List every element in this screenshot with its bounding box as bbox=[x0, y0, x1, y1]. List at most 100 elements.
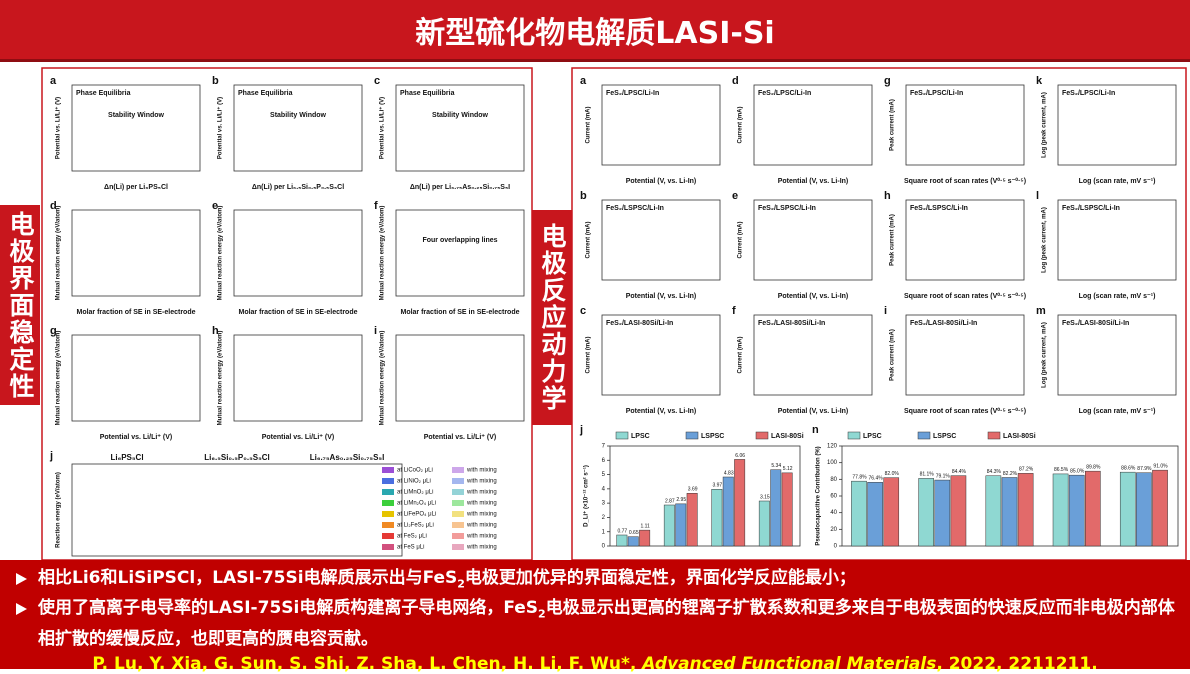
data-label: 84.3% bbox=[987, 469, 1002, 475]
panel-title: FeS₂/LSPSC/Li-In bbox=[910, 205, 968, 212]
data-label: 81.1% bbox=[920, 472, 935, 478]
data-label: 89.8% bbox=[1086, 464, 1101, 470]
bullet: 相比Li6和LiSiPSCl，LASI-75Si电解质展示出与FeS2电极更加优… bbox=[12, 566, 1178, 596]
panel-note: Stability Window bbox=[270, 112, 326, 119]
y-tick-label: 5 bbox=[602, 472, 606, 478]
legend-label: with mixing bbox=[466, 534, 497, 540]
panel-letter: b bbox=[212, 75, 219, 87]
text: 电极更加优异的界面稳定性，界面化学反应能最小； bbox=[464, 568, 856, 588]
y-axis-label: Mutual reaction energy (eV/atom) bbox=[56, 206, 62, 301]
data-label: 0.65 bbox=[629, 530, 639, 536]
bar bbox=[675, 503, 687, 547]
panel-title: FeS₂/LSPSC/Li-In bbox=[758, 205, 816, 212]
plot-frame bbox=[71, 334, 201, 422]
y-axis-label: Current (mA) bbox=[586, 336, 592, 373]
legend-swatch bbox=[847, 431, 861, 440]
data-label: 85.0% bbox=[1070, 468, 1085, 474]
panel-title: Phase Equilibria bbox=[238, 90, 293, 97]
plot-frame bbox=[601, 199, 721, 281]
text: 使用了高离子电导率的LASI-75Si电解质构建离子导电网络，FeS bbox=[38, 598, 539, 619]
data-label: 76.4% bbox=[869, 476, 884, 482]
plot-frame bbox=[71, 84, 201, 172]
panel-letter: i bbox=[374, 325, 377, 337]
panel-letter: j bbox=[49, 450, 53, 462]
x-axis-label: Potential (V, vs. Li-In) bbox=[778, 408, 849, 415]
journal: Advanced Functional Materials bbox=[642, 653, 937, 674]
legend-label: with mixing bbox=[466, 490, 497, 496]
y-tick-label: 7 bbox=[602, 444, 606, 450]
x-axis-label: Log (scan rate, mV s⁻¹) bbox=[1079, 408, 1156, 415]
plot-frame bbox=[395, 84, 525, 172]
x-axis-label: Log (scan rate, mV s⁻¹) bbox=[1079, 178, 1156, 185]
bar bbox=[934, 479, 951, 547]
subscript: 2 bbox=[457, 577, 465, 591]
x-axis-label: Potential (V, vs. Li-In) bbox=[626, 408, 697, 415]
panel-letter: e bbox=[212, 200, 218, 212]
bar bbox=[1052, 473, 1069, 547]
legend-swatch bbox=[452, 489, 464, 495]
plot-frame bbox=[905, 314, 1025, 396]
group-label: Li₆.₇₅As₀.₂₅Si₀.₇₅S₅I bbox=[310, 453, 385, 462]
data-label: 4.83 bbox=[724, 470, 734, 476]
data-label: 6.06 bbox=[735, 453, 745, 459]
plot-frame bbox=[233, 334, 363, 422]
y-axis-label: Mutual reaction energy (eV/atom) bbox=[380, 331, 386, 426]
legend-label: LSPSC bbox=[933, 433, 956, 440]
panel-letter: c bbox=[374, 75, 380, 87]
plot-frame bbox=[71, 209, 201, 297]
y-axis-label: Current (mA) bbox=[738, 221, 744, 258]
bar bbox=[950, 475, 967, 547]
legend-swatch bbox=[452, 522, 464, 528]
y-axis-label: D_Li⁺ (×10⁻¹² cm² s⁻¹) bbox=[583, 465, 590, 527]
legend-swatch bbox=[382, 467, 394, 473]
data-label: 77.8% bbox=[852, 474, 867, 480]
y-axis-label: Potential vs. Li/Li⁺ (V) bbox=[379, 97, 386, 159]
legend-label: LPSC bbox=[863, 433, 882, 440]
x-axis-label: Potential vs. Li/Li⁺ (V) bbox=[100, 434, 173, 441]
y-tick-label: 0 bbox=[602, 544, 606, 550]
plot-frame bbox=[753, 199, 873, 281]
data-label: 3.69 bbox=[688, 487, 698, 493]
legend-label: with mixing bbox=[466, 501, 497, 507]
plot-frame bbox=[905, 199, 1025, 281]
y-axis-label: Peak current (mA) bbox=[890, 99, 896, 151]
plot-frame bbox=[1057, 84, 1177, 166]
legend-label: with mixing bbox=[466, 512, 497, 518]
side-label: 电极反应动力学 bbox=[532, 210, 572, 425]
text: 相比Li6和LiSiPSCl，LASI-75Si电解质展示出与FeS bbox=[38, 568, 458, 588]
legend-swatch bbox=[917, 431, 931, 440]
panel-letter: d bbox=[50, 200, 57, 212]
y-axis-label: Mutual reaction energy (eV/atom) bbox=[56, 331, 62, 426]
panel-note: Stability Window bbox=[432, 112, 488, 119]
legend-swatch bbox=[382, 544, 394, 550]
legend-label: at Li₂FeS₂ μLi bbox=[397, 523, 434, 529]
plot-frame bbox=[1057, 314, 1177, 396]
y-tick-label: 120 bbox=[827, 444, 838, 450]
y-tick-label: 60 bbox=[830, 494, 837, 500]
panel-letter: g bbox=[884, 75, 891, 87]
x-axis-label: Square root of scan rates (V⁰·⁵ s⁻⁰·⁵) bbox=[904, 177, 1026, 185]
y-axis-label: Reaction energy (eV/atom) bbox=[56, 472, 62, 548]
right-frame bbox=[571, 67, 1187, 560]
data-label: 82.0% bbox=[885, 471, 900, 477]
x-axis-label: Δn(Li) per Li₆PS₅Cl bbox=[104, 184, 168, 191]
y-tick-label: 0 bbox=[834, 544, 838, 550]
bar bbox=[616, 534, 628, 547]
legend-label: at FeS μLi bbox=[397, 545, 424, 551]
data-label: 79.1% bbox=[936, 473, 951, 479]
y-tick-label: 80 bbox=[830, 477, 837, 483]
legend-swatch bbox=[382, 511, 394, 517]
panel-title: Phase Equilibria bbox=[400, 90, 455, 97]
panel-letter: d bbox=[732, 75, 739, 87]
y-axis-label: Potential vs. Li/Li⁺ (V) bbox=[217, 97, 224, 159]
legend-label: at LiCoO₂ μLi bbox=[397, 468, 433, 474]
side-label: 电极界面稳定性 bbox=[0, 205, 40, 405]
panel-letter: e bbox=[732, 190, 738, 202]
x-axis-label: Δn(Li) per Li₆.₇₅As₀.₂₅Si₀.₇₅S₅I bbox=[410, 184, 510, 191]
data-label: 87.9% bbox=[1137, 466, 1152, 472]
x-axis-label: Square root of scan rates (V⁰·⁵ s⁻⁰·⁵) bbox=[904, 292, 1026, 300]
y-tick-label: 3 bbox=[602, 501, 606, 507]
y-axis-label: Mutual reaction energy (eV/atom) bbox=[218, 206, 224, 301]
legend-label: with mixing bbox=[466, 523, 497, 529]
data-label: 86.5% bbox=[1054, 467, 1069, 473]
